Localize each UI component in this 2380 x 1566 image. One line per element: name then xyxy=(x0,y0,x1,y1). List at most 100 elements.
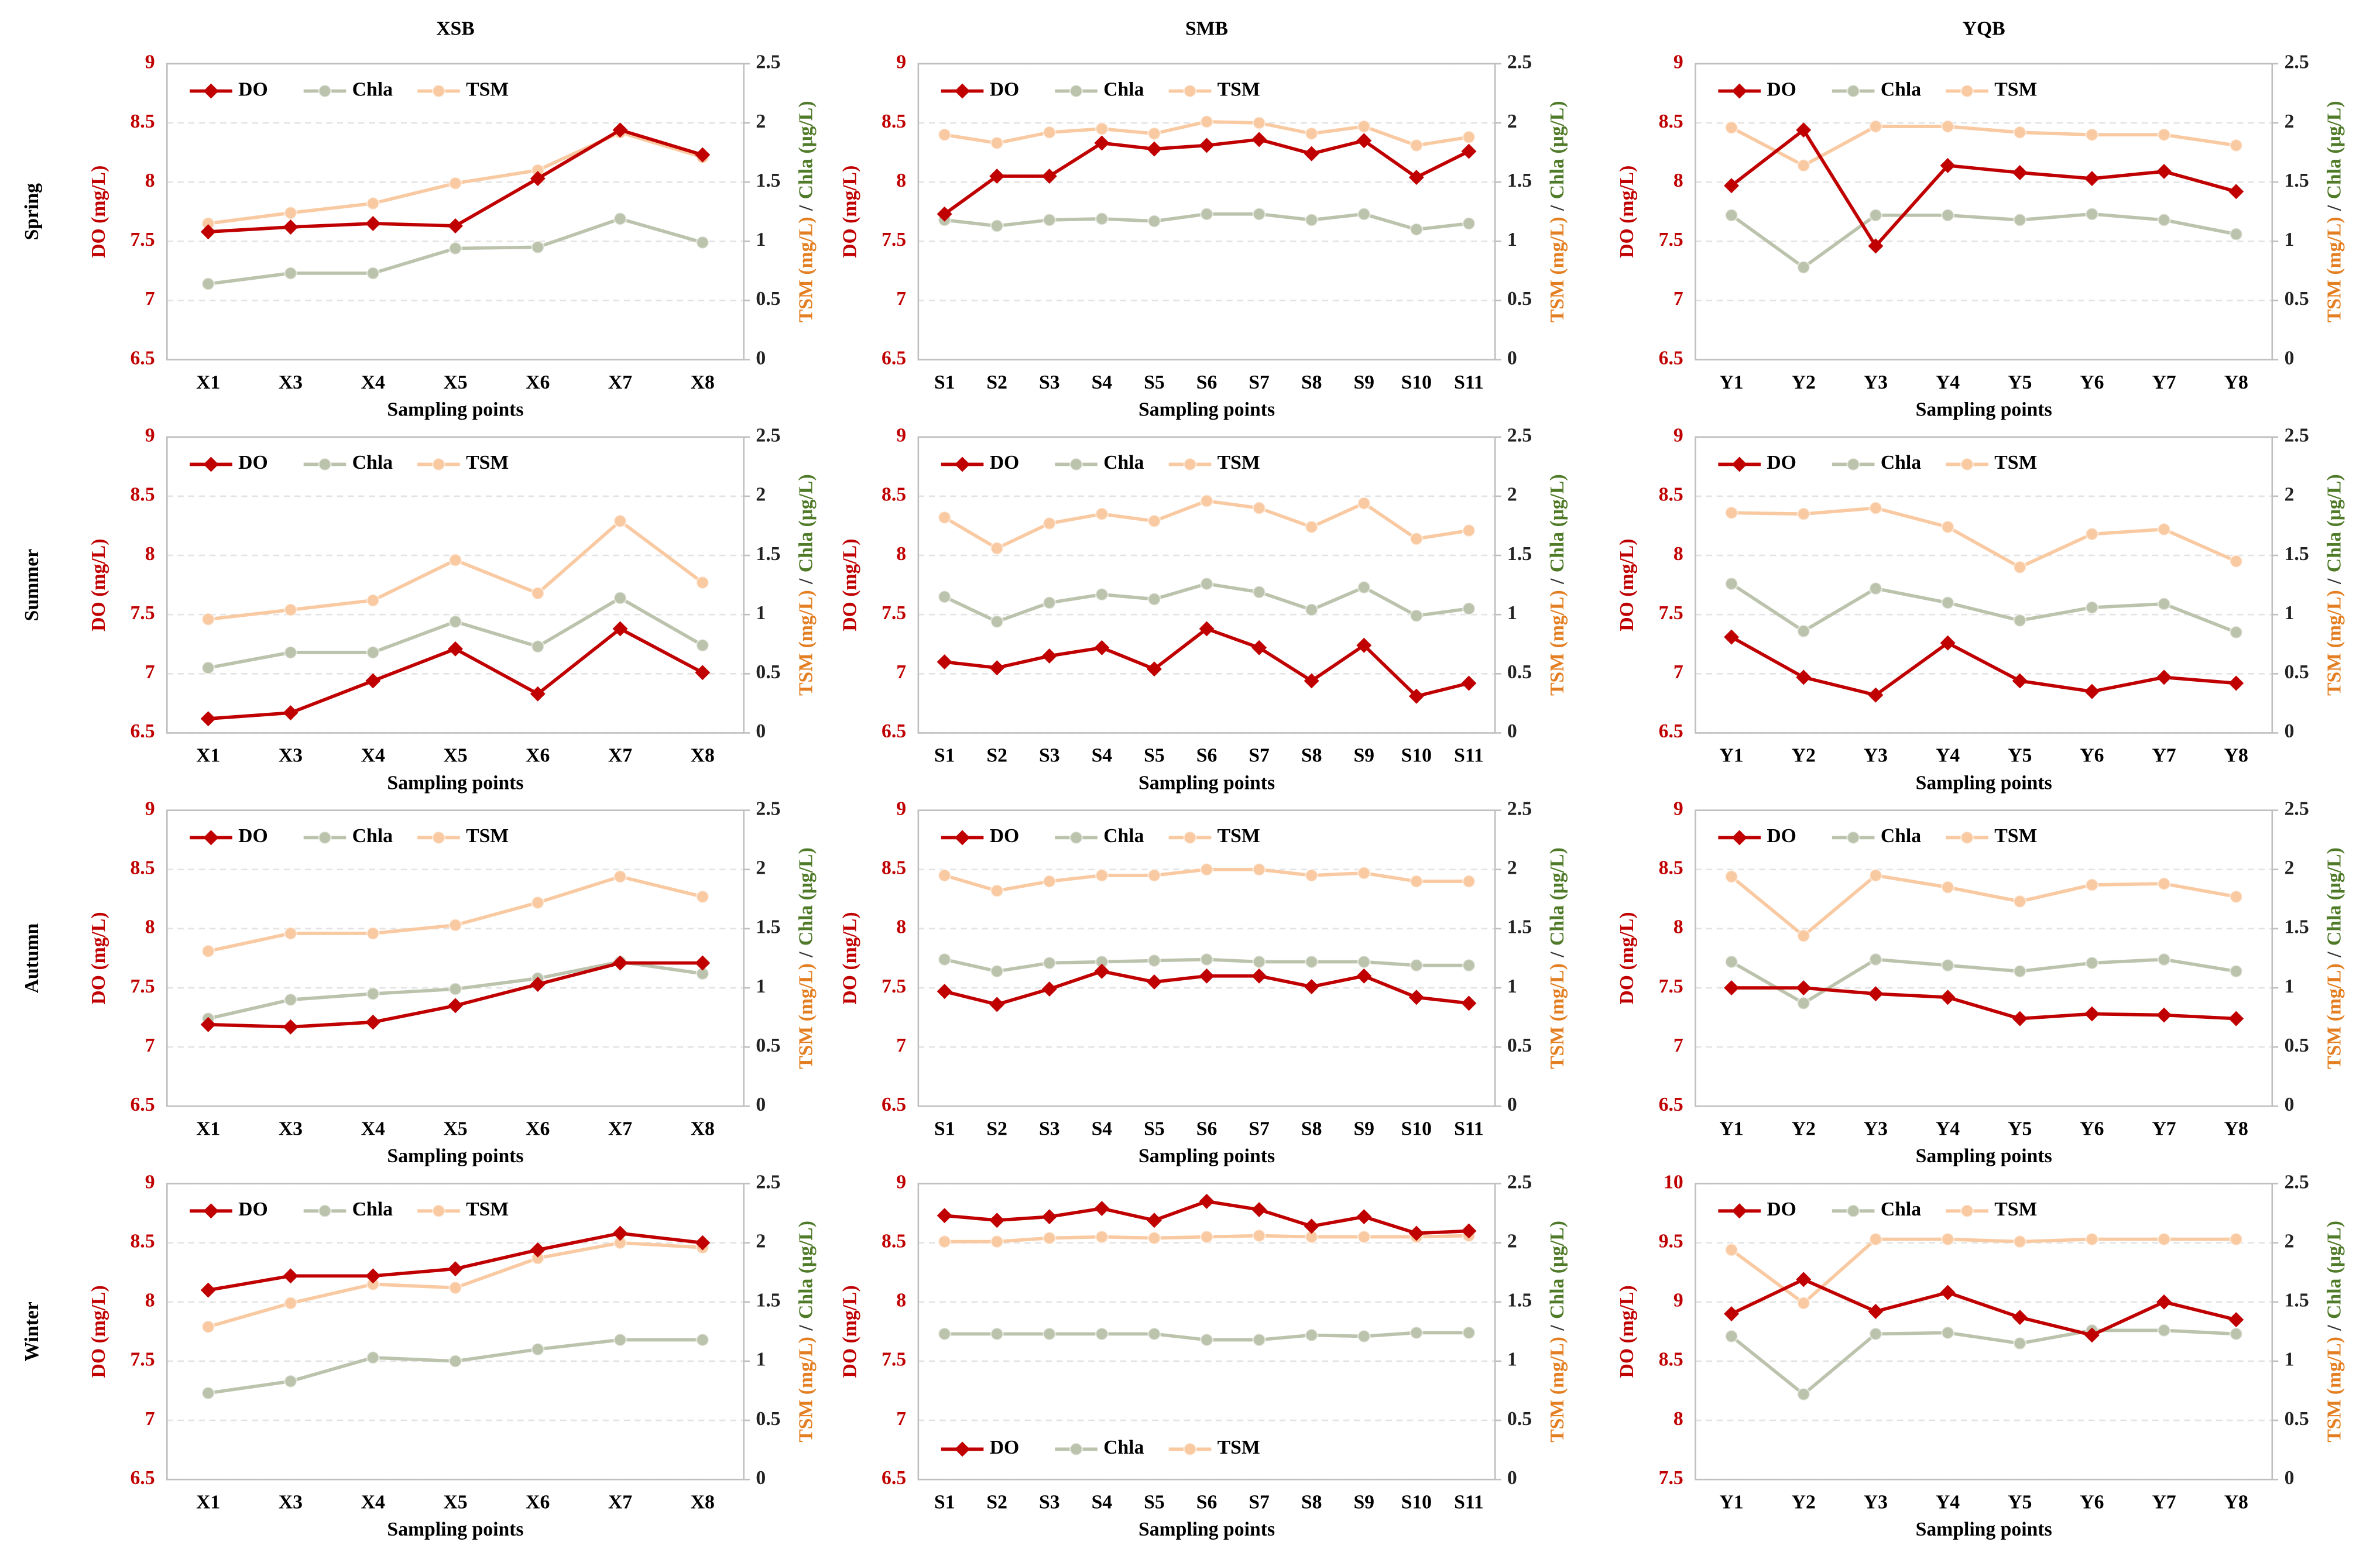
marker xyxy=(1960,457,1974,472)
marker xyxy=(989,169,1005,184)
marker xyxy=(1199,952,1214,967)
row-title: Summer xyxy=(21,549,43,621)
marker xyxy=(695,665,711,681)
x-tick-label: X3 xyxy=(279,1491,303,1513)
legend-label: DO xyxy=(238,825,268,847)
marker xyxy=(937,206,952,222)
marker xyxy=(366,196,380,211)
marker xyxy=(2157,128,2171,142)
x-axis-label: Sampling points xyxy=(1916,1519,2052,1540)
marker xyxy=(1846,457,1860,472)
y-tick-label: 6.5 xyxy=(882,347,906,369)
marker xyxy=(1357,496,1371,510)
legend-label: DO xyxy=(990,825,1020,847)
marker xyxy=(2013,1336,2027,1351)
series-line xyxy=(1730,1277,2237,1337)
x-tick-label: S5 xyxy=(1144,372,1165,393)
legend-label: Chla xyxy=(352,1198,393,1220)
marker xyxy=(1199,1230,1214,1244)
y2-tick-label: 1.5 xyxy=(1507,543,1532,565)
legend-label: Chla xyxy=(1881,78,1921,100)
marker xyxy=(1199,1333,1214,1347)
marker xyxy=(1252,1228,1266,1243)
marker xyxy=(1724,178,1740,194)
legend-label: DO xyxy=(238,78,268,100)
x-axis-label: Sampling points xyxy=(1916,772,2052,794)
plot-frame xyxy=(166,809,745,1107)
legend-label: TSM xyxy=(466,1198,509,1220)
y2-tick-label: 2 xyxy=(756,1230,766,1252)
marker xyxy=(2084,1327,2100,1343)
x-tick-label: X5 xyxy=(443,1118,467,1140)
marker xyxy=(1462,958,1476,973)
marker xyxy=(318,457,332,472)
x-tick-label: X6 xyxy=(526,1491,550,1513)
y2-axis-label-part: Chla (μg/L) xyxy=(1546,101,1568,199)
y-tick-label: 7.5 xyxy=(1659,602,1683,624)
marker xyxy=(1199,138,1215,153)
marker xyxy=(1731,830,1747,846)
y2-axis-label: TSM (mg/L) / Chla (μg/L) xyxy=(795,847,817,1069)
y2-tick-label: 2 xyxy=(756,857,766,879)
y2-axis-label: TSM (mg/L) / Chla (μg/L) xyxy=(795,101,817,322)
y2-axis-label-part: TSM (mg/L) xyxy=(795,1337,817,1443)
y2-tick-label: 2.5 xyxy=(756,798,780,819)
y2-tick-label: 2.5 xyxy=(1507,425,1532,447)
marker xyxy=(1146,141,1162,157)
marker xyxy=(1410,958,1424,973)
marker xyxy=(990,1234,1004,1249)
x-tick-label: Y4 xyxy=(1936,745,1960,767)
x-tick-label: Y6 xyxy=(2080,1491,2104,1513)
row-title: Autumn xyxy=(21,923,43,993)
marker xyxy=(989,1213,1005,1228)
marker xyxy=(937,984,952,1000)
legend-label: Chla xyxy=(1881,825,1921,847)
y-tick-label: 7 xyxy=(896,288,906,310)
y2-tick-label: 1.5 xyxy=(756,1290,780,1311)
x-tick-label: S8 xyxy=(1301,1491,1322,1513)
marker xyxy=(1410,532,1424,546)
legend-label: Chla xyxy=(1881,452,1921,473)
y2-tick-label: 1.5 xyxy=(2285,170,2309,191)
marker xyxy=(1069,830,1083,845)
legend-label: TSM xyxy=(1218,78,1260,100)
y-tick-label: 7 xyxy=(1673,661,1683,683)
x-tick-label: S2 xyxy=(986,372,1007,393)
y2-tick-label: 1 xyxy=(1507,229,1517,250)
marker xyxy=(283,926,298,940)
y2-axis-label-part: / xyxy=(795,1325,817,1331)
x-tick-label: S4 xyxy=(1092,1491,1113,1513)
marker xyxy=(200,711,216,727)
y-tick-label: 7 xyxy=(896,1035,906,1056)
marker xyxy=(1462,523,1476,538)
x-tick-label: X5 xyxy=(443,1491,467,1513)
y-tick-label: 7.5 xyxy=(882,229,906,250)
y-tick-label: 7 xyxy=(145,288,155,310)
marker xyxy=(1731,456,1747,472)
marker xyxy=(2229,625,2243,640)
series-line xyxy=(1730,1237,2237,1306)
marker xyxy=(1724,1329,1738,1344)
marker xyxy=(2084,684,2100,699)
y-tick-label: 6.5 xyxy=(130,1094,155,1115)
marker xyxy=(1960,1204,1974,1218)
y2-axis-label-part: TSM (mg/L) xyxy=(2323,1337,2345,1443)
marker xyxy=(1305,213,1319,227)
marker xyxy=(1147,592,1161,606)
x-tick-label: Y4 xyxy=(1936,1118,1960,1140)
marker xyxy=(448,241,462,256)
marker xyxy=(2084,171,2100,187)
y-tick-label: 9 xyxy=(896,51,906,73)
marker xyxy=(1846,830,1860,845)
marker xyxy=(1940,990,1956,1005)
y2-tick-label: 2 xyxy=(2285,484,2295,506)
y2-tick-label: 1 xyxy=(1507,1349,1517,1371)
legend-label: TSM xyxy=(1994,78,2037,100)
marker xyxy=(1731,1203,1747,1219)
marker xyxy=(283,266,298,280)
y2-tick-label: 0.5 xyxy=(1507,288,1532,310)
x-tick-label: S10 xyxy=(1401,372,1432,393)
marker xyxy=(1796,507,1810,521)
y-tick-label: 9 xyxy=(896,425,906,447)
y-tick-label: 7.5 xyxy=(1659,229,1683,250)
